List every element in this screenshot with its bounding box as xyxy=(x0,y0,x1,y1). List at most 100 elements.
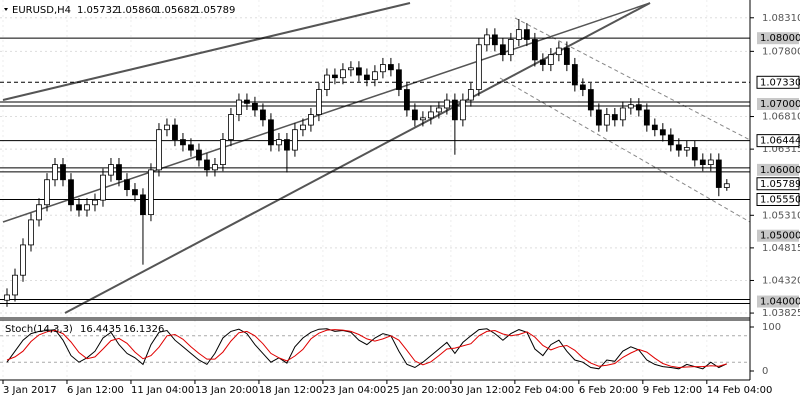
level-label: 1.07000 xyxy=(760,99,800,110)
candle-body xyxy=(44,179,50,206)
candle-body xyxy=(188,144,194,151)
candle-body xyxy=(100,174,106,201)
candle-body xyxy=(316,89,322,115)
candle-body xyxy=(12,274,18,296)
candle-body xyxy=(619,107,626,121)
candle-body xyxy=(387,64,394,71)
candle-body xyxy=(252,102,258,111)
candle-body xyxy=(212,164,218,171)
candle-body xyxy=(459,99,466,121)
candle-body xyxy=(611,114,618,121)
candle-body xyxy=(292,129,298,151)
candle-body xyxy=(411,109,418,121)
candle-body xyxy=(475,44,482,90)
stoch-label: Stoch(14,3,3) 16.4435 16.1326 xyxy=(5,324,164,335)
candle-body xyxy=(132,189,138,196)
candle-body xyxy=(467,89,474,101)
candle-body xyxy=(28,219,34,246)
candle-body xyxy=(523,29,530,40)
candle-body xyxy=(507,39,514,56)
candle-body xyxy=(451,99,458,121)
candle-body xyxy=(707,159,714,165)
candle-body xyxy=(372,71,378,81)
candle-body xyxy=(116,164,122,181)
level-box xyxy=(757,32,799,45)
candle-body xyxy=(571,64,578,86)
level-box xyxy=(757,295,799,308)
candle-body xyxy=(300,124,306,131)
indicator-d: 16.1326 xyxy=(123,324,164,335)
level-label: 1.07330 xyxy=(760,77,800,88)
indicator-name: Stoch(14,3,3) xyxy=(5,324,73,335)
candle-body xyxy=(627,104,634,109)
level-box xyxy=(756,192,800,206)
candle-body xyxy=(140,194,146,216)
candle-body xyxy=(579,84,586,90)
level-box xyxy=(757,163,799,176)
candle-body xyxy=(4,294,10,301)
candle-body xyxy=(84,204,90,211)
level-label: 1.05550 xyxy=(760,194,800,205)
candle-body xyxy=(108,164,114,176)
x-tick-label: 2 Feb 04:00 xyxy=(515,385,574,396)
y-tick-label: 1.06315 xyxy=(762,144,800,155)
candle-body xyxy=(340,69,346,79)
y-tick-label: 1.05310 xyxy=(762,210,800,221)
candle-body xyxy=(60,164,66,181)
candle-body xyxy=(284,139,290,151)
x-tick-label: 11 Jan 04:00 xyxy=(131,385,194,396)
candle-body xyxy=(20,244,26,276)
candle-body xyxy=(635,104,642,111)
indicator-k: 16.4435 xyxy=(80,324,121,335)
level-label: 1.08000 xyxy=(760,33,800,44)
candle-body xyxy=(148,169,154,216)
y-tick-label: 100 xyxy=(762,322,781,333)
candle-body xyxy=(260,109,266,121)
candle-body xyxy=(491,34,498,46)
levels: 1.08000 1.07330 1.07000 1.06444 1.06000 1.057… xyxy=(0,32,800,308)
candle-body xyxy=(499,44,506,56)
candle-body xyxy=(643,109,650,126)
candle-body xyxy=(268,119,274,146)
trendline xyxy=(2,2,411,101)
open-value: 1.05732 xyxy=(77,5,118,16)
candle-body xyxy=(324,74,330,90)
x-tick-label: 14 Feb 04:00 xyxy=(707,385,773,396)
candle-body xyxy=(228,114,234,140)
candle-body xyxy=(539,59,546,65)
candle-body xyxy=(220,139,226,165)
level-label: 1.06444 xyxy=(760,136,800,147)
level-label: 1.06000 xyxy=(760,165,800,176)
x-tick-label: 9 Feb 12:00 xyxy=(643,385,702,396)
candle-body xyxy=(36,204,42,221)
candle-body xyxy=(124,179,130,191)
y-tick-label: 1.04320 xyxy=(762,275,800,286)
candle-body xyxy=(595,109,602,126)
candle-body xyxy=(332,74,338,79)
candle-body xyxy=(348,67,354,71)
candle-body xyxy=(196,149,202,161)
candle-body xyxy=(427,111,434,119)
candle-body xyxy=(403,89,410,111)
candle-body xyxy=(651,124,658,131)
candle-body xyxy=(172,124,178,140)
y-tick-label: 1.08310 xyxy=(762,13,800,24)
candle-body xyxy=(236,99,242,115)
y-tick-label: 1.03825 xyxy=(762,308,800,319)
candle-body xyxy=(603,114,610,126)
level-box xyxy=(756,134,800,148)
candle-body xyxy=(156,129,162,171)
candle-body xyxy=(563,47,570,65)
x-tick-label: 6 Jan 12:00 xyxy=(67,385,124,396)
stochastic-panel: 100 0 xyxy=(0,322,781,377)
candles xyxy=(4,19,730,307)
candle-body xyxy=(204,159,210,171)
candle-body xyxy=(164,124,170,131)
level-label: 1.04000 xyxy=(760,297,800,308)
low-value: 1.05682 xyxy=(155,5,196,16)
candle-body xyxy=(76,204,82,211)
level-box xyxy=(757,98,799,111)
candle-body xyxy=(715,159,722,188)
indicator-line xyxy=(6,328,728,370)
